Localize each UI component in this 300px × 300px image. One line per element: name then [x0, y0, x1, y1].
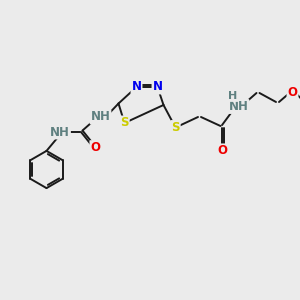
- Text: O: O: [90, 141, 100, 154]
- Text: NH: NH: [91, 110, 110, 124]
- Text: NH: NH: [229, 100, 248, 113]
- Text: O: O: [287, 86, 298, 100]
- Text: S: S: [171, 121, 180, 134]
- Text: O: O: [217, 144, 227, 158]
- Text: S: S: [120, 116, 129, 130]
- Text: N: N: [152, 80, 163, 94]
- Text: H: H: [229, 91, 238, 101]
- Text: N: N: [131, 80, 142, 94]
- Text: NH: NH: [50, 125, 70, 139]
